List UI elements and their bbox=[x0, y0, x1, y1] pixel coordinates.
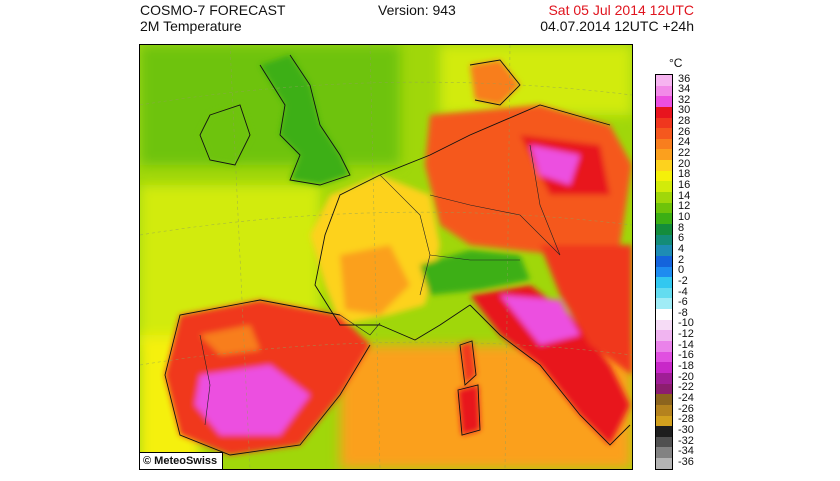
legend-swatch bbox=[656, 106, 672, 118]
legend-swatch bbox=[656, 319, 672, 331]
meteoswiss-credit: © MeteoSwiss bbox=[140, 452, 224, 469]
legend-swatch bbox=[656, 149, 672, 161]
legend-swatch bbox=[656, 351, 672, 363]
legend-swatch bbox=[656, 128, 672, 139]
legend-label: 16 bbox=[678, 179, 691, 191]
legend-swatch bbox=[656, 213, 672, 224]
legend-label: -34 bbox=[678, 445, 694, 458]
legend-swatch bbox=[656, 181, 672, 193]
legend-swatch bbox=[656, 404, 672, 416]
legend-label: -8 bbox=[678, 306, 688, 319]
legend-swatch bbox=[656, 458, 672, 469]
legend-swatch bbox=[656, 426, 672, 437]
legend-swatch bbox=[656, 341, 672, 352]
baltic-area bbox=[440, 45, 632, 115]
legend-label: -32 bbox=[678, 434, 694, 447]
land-temperatures bbox=[165, 55, 632, 455]
legend-swatch bbox=[656, 160, 672, 171]
run-time: 04.07.2014 12UTC +24h bbox=[540, 18, 694, 34]
legend-swatch bbox=[656, 298, 672, 310]
legend-label: -18 bbox=[678, 360, 694, 373]
legend-label: -12 bbox=[678, 328, 694, 341]
legend-label: 26 bbox=[678, 125, 691, 138]
legend-label: -24 bbox=[678, 392, 694, 404]
legend-swatch bbox=[656, 372, 672, 384]
legend-swatch bbox=[656, 362, 672, 373]
coastlines bbox=[164, 54, 631, 456]
legend-swatch bbox=[656, 415, 672, 427]
legend-label: 6 bbox=[678, 232, 685, 245]
legend-swatch bbox=[656, 383, 672, 395]
legend-label: -6 bbox=[678, 296, 688, 309]
legend-label: 0 bbox=[678, 264, 685, 277]
legend-swatch bbox=[656, 170, 672, 182]
temperature-map: © MeteoSwiss bbox=[139, 44, 633, 470]
legend-label: 4 bbox=[678, 242, 685, 255]
legend-label: -28 bbox=[678, 413, 694, 426]
legend-label: 8 bbox=[678, 221, 685, 234]
legend-label: 12 bbox=[678, 200, 691, 213]
legend-swatch bbox=[656, 96, 672, 107]
legend-swatch bbox=[656, 223, 672, 235]
legend-swatch bbox=[656, 436, 672, 448]
legend-label: -20 bbox=[678, 370, 694, 383]
legend-swatch bbox=[656, 75, 672, 86]
temperature-field bbox=[140, 45, 632, 469]
legend-label: 34 bbox=[678, 83, 691, 96]
legend-swatch bbox=[656, 287, 672, 299]
legend-swatch bbox=[656, 266, 672, 278]
legend-label: 36 bbox=[678, 72, 691, 85]
legend-swatch bbox=[656, 234, 672, 246]
temperature-legend bbox=[655, 74, 673, 470]
map-title: COSMO-7 FORECAST bbox=[140, 2, 286, 18]
legend-label: 32 bbox=[678, 93, 691, 106]
graticule bbox=[140, 45, 632, 469]
legend-label: 14 bbox=[678, 189, 691, 202]
legend-label: 22 bbox=[678, 147, 691, 160]
legend-label: 20 bbox=[678, 157, 691, 170]
legend-label: -4 bbox=[678, 285, 688, 298]
legend-label: 10 bbox=[678, 210, 691, 223]
legend-swatch bbox=[656, 330, 672, 342]
legend-label: -14 bbox=[678, 338, 694, 351]
legend-label: -22 bbox=[678, 381, 694, 394]
legend-label: -16 bbox=[678, 349, 694, 362]
legend-label: -10 bbox=[678, 317, 694, 330]
legend-label: 18 bbox=[678, 168, 691, 181]
legend-label: -30 bbox=[678, 423, 694, 436]
legend-swatch bbox=[656, 202, 672, 214]
country-borders bbox=[199, 144, 561, 426]
legend-label: 30 bbox=[678, 104, 691, 117]
legend-unit: °C bbox=[669, 56, 683, 70]
legend-swatch bbox=[656, 255, 672, 267]
legend-swatch bbox=[656, 138, 672, 150]
version-label: Version: 943 bbox=[378, 2, 456, 18]
map-subtitle: 2M Temperature bbox=[140, 18, 242, 34]
legend-swatch bbox=[656, 277, 672, 288]
legend-swatch bbox=[656, 117, 672, 129]
legend-label: 2 bbox=[678, 253, 685, 266]
legend-swatch bbox=[656, 192, 672, 203]
legend-label: -26 bbox=[678, 402, 694, 415]
legend-swatch bbox=[656, 85, 672, 97]
legend-label: 24 bbox=[678, 136, 691, 149]
legend-label: -36 bbox=[678, 455, 694, 468]
legend-swatch bbox=[656, 394, 672, 405]
legend-label: -2 bbox=[678, 274, 688, 287]
legend-swatch bbox=[656, 309, 672, 320]
valid-time: Sat 05 Jul 2014 12UTC bbox=[548, 2, 694, 18]
legend-swatch bbox=[656, 447, 672, 459]
legend-label: 28 bbox=[678, 115, 691, 128]
legend-swatch bbox=[656, 245, 672, 256]
